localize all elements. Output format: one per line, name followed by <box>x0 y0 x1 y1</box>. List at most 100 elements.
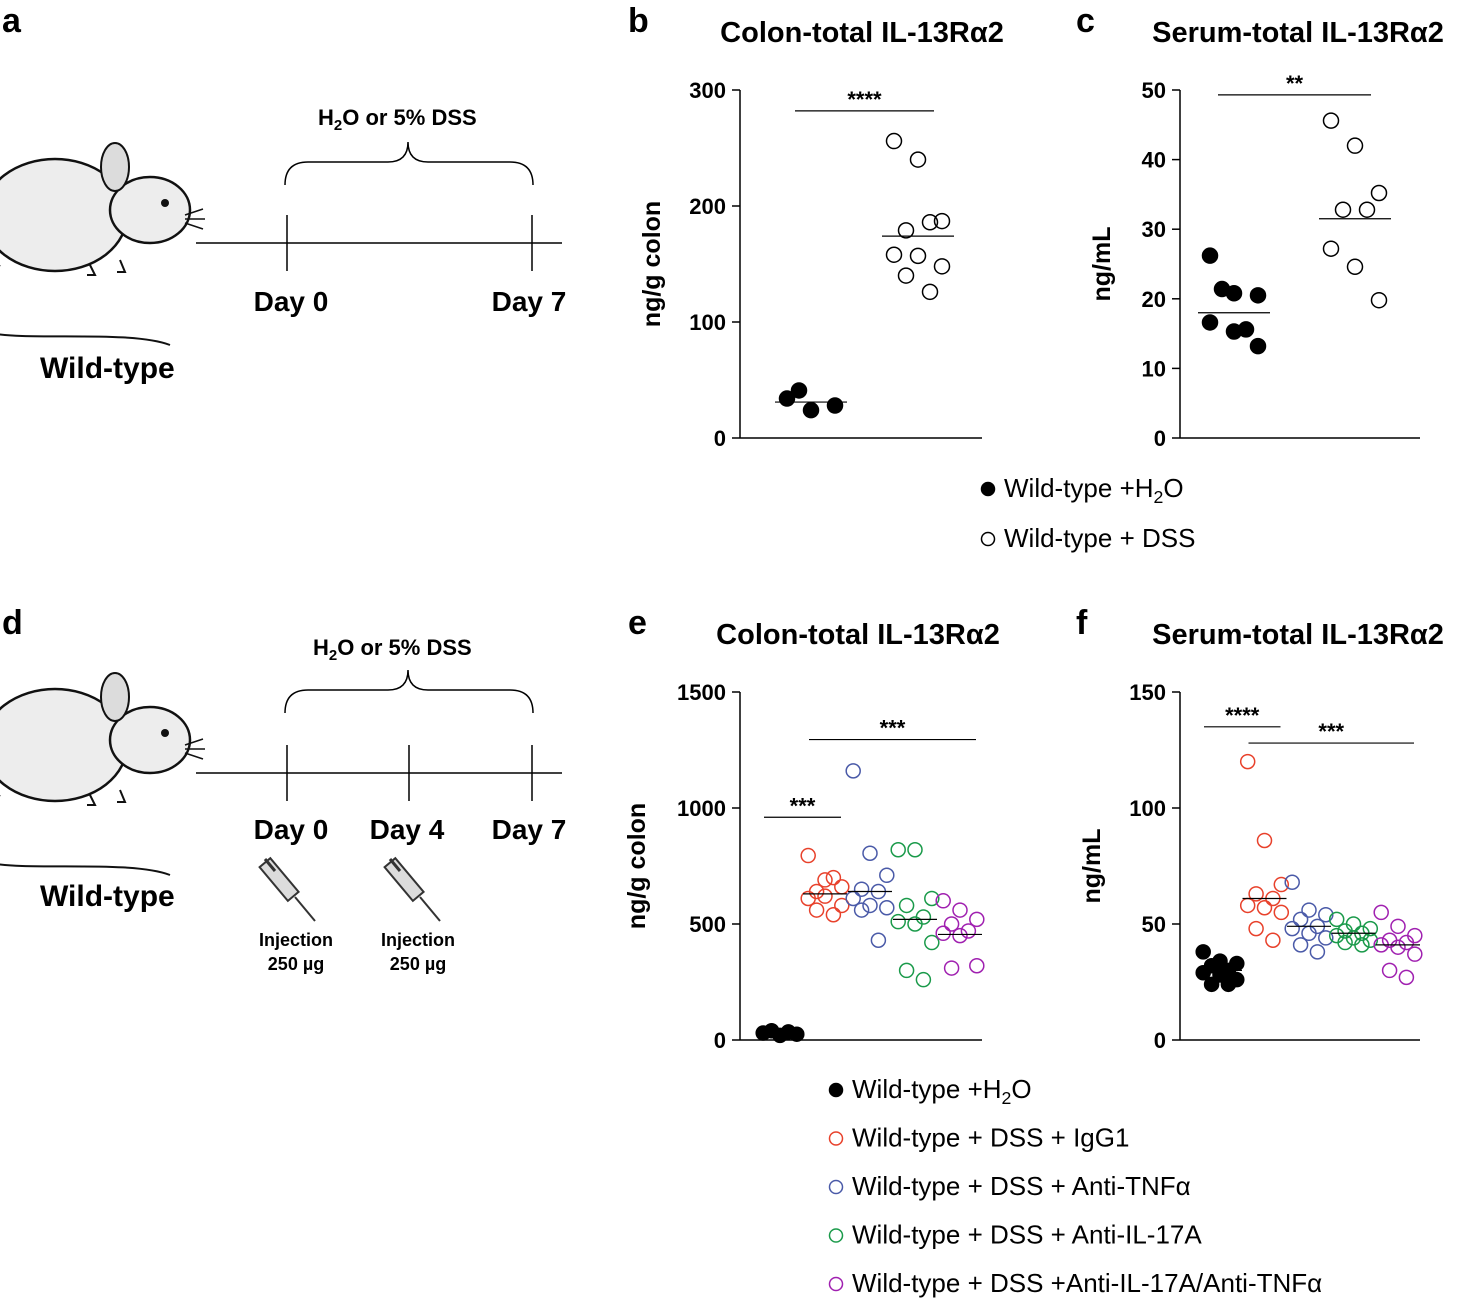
chart-serum-total-top: Serum-total IL-13Rα2 0 10 20 30 40 50 ng/mL ** <box>1088 17 1444 451</box>
data-point <box>1322 240 1340 257</box>
legend-top: Wild-type +H2O Wild-type + DSS <box>980 473 1195 553</box>
treatment-label: H2O or 5% DSS <box>318 105 477 134</box>
data-point <box>935 893 951 909</box>
data-point <box>1256 832 1273 849</box>
chart-title: Colon-total IL-13Rα2 <box>716 619 1000 651</box>
data-point <box>1362 920 1379 937</box>
schematic-a: Wild-type H2O or 5% DSS Day 0 Day 7 <box>0 105 566 385</box>
data-point <box>808 902 825 918</box>
y-tick-label: 300 <box>689 78 726 103</box>
data-point <box>1292 911 1309 928</box>
data-point <box>802 401 820 419</box>
data-point <box>1256 900 1273 916</box>
data-point <box>921 213 939 231</box>
legend-label: Wild-type + DSS + Anti-IL-17A <box>852 1220 1202 1250</box>
legend-marker <box>828 1082 844 1098</box>
y-tick-label: 100 <box>1129 796 1166 821</box>
data-point <box>1345 916 1362 932</box>
data-point <box>1358 201 1376 218</box>
mouse-illustration <box>0 141 207 347</box>
data-point <box>879 867 895 884</box>
y-tick-label: 10 <box>1142 356 1166 381</box>
data-point <box>1381 962 1398 979</box>
data-point <box>1273 904 1290 921</box>
data-point <box>935 925 951 942</box>
data-point <box>1248 920 1264 937</box>
data-point <box>885 132 903 150</box>
significance-label: *** <box>880 716 906 741</box>
injection-dose: 250 µg <box>390 954 446 974</box>
data-point <box>890 913 906 930</box>
data-point <box>907 916 923 932</box>
data-point <box>1249 287 1267 304</box>
y-tick-label: 0 <box>714 426 726 451</box>
data-point <box>890 842 906 858</box>
data-point <box>1407 946 1423 962</box>
legend-label: Wild-type + DSS <box>1004 523 1195 553</box>
y-axis-label: ng/mL <box>1078 829 1106 904</box>
y-axis-label: ng/g colon <box>623 803 651 929</box>
data-point <box>1220 976 1237 993</box>
data-point <box>969 911 985 928</box>
data-point <box>817 888 833 904</box>
data-point <box>825 869 842 886</box>
chart-title: Serum-total IL-13Rα2 <box>1152 619 1444 651</box>
injection-dose: 250 µg <box>268 954 324 974</box>
day-label: Day 0 <box>254 814 329 845</box>
significance-label: **** <box>847 87 882 112</box>
data-point <box>825 906 842 923</box>
data-point <box>909 151 927 168</box>
data-point <box>898 897 915 914</box>
data-point <box>817 872 833 888</box>
chart-title: Colon-total IL-13Rα2 <box>720 17 1004 49</box>
data-point <box>790 382 808 399</box>
mouse-illustration <box>0 671 207 877</box>
data-point <box>800 847 816 864</box>
data-point <box>1337 934 1353 951</box>
day-label: Day 7 <box>492 814 567 845</box>
legend-label: Wild-type +H2O <box>852 1074 1032 1108</box>
data-point <box>1195 944 1211 960</box>
day-label: Day 7 <box>492 286 567 317</box>
data-point <box>826 397 844 414</box>
data-point <box>870 932 887 948</box>
data-point <box>834 879 850 895</box>
data-point <box>943 960 960 976</box>
y-tick-label: 0 <box>714 1028 726 1053</box>
data-point <box>1239 753 1256 770</box>
panel-label-d: d <box>2 604 23 642</box>
legend-label: Wild-type + DSS + Anti-TNFα <box>852 1171 1191 1201</box>
data-point <box>898 962 915 979</box>
treatment-bracket <box>284 141 534 186</box>
syringe-icon <box>258 856 317 923</box>
mouse-label: Wild-type <box>40 352 175 385</box>
significance-label: *** <box>1318 719 1344 744</box>
data-point <box>1398 934 1415 951</box>
data-point <box>909 247 927 265</box>
significance-label: ** <box>1286 71 1304 96</box>
legend-marker <box>828 1228 844 1243</box>
data-point <box>1309 944 1326 960</box>
y-tick-label: 200 <box>689 194 726 219</box>
data-point <box>1346 137 1364 154</box>
data-point <box>1301 902 1317 918</box>
panel-label-b: b <box>628 2 649 40</box>
data-point <box>1370 291 1388 309</box>
panel-label-c: c <box>1076 2 1095 40</box>
data-point <box>952 927 968 944</box>
data-point <box>933 212 951 230</box>
panel-label-e: e <box>628 604 647 642</box>
data-point <box>853 902 870 918</box>
data-point <box>1201 314 1219 331</box>
data-point <box>1213 280 1231 298</box>
significance-label: *** <box>790 793 816 818</box>
data-point <box>1265 932 1281 948</box>
legend-label: Wild-type + DSS +Anti-IL-17A/Anti-TNFα <box>852 1268 1322 1298</box>
data-point <box>897 267 915 284</box>
day-label: Day 4 <box>370 814 445 845</box>
legend-marker <box>980 481 996 497</box>
data-point <box>885 246 903 263</box>
legend-bottom: Wild-type +H2O Wild-type + DSS + IgG1 Wild… <box>828 1074 1322 1298</box>
data-point <box>834 897 850 914</box>
